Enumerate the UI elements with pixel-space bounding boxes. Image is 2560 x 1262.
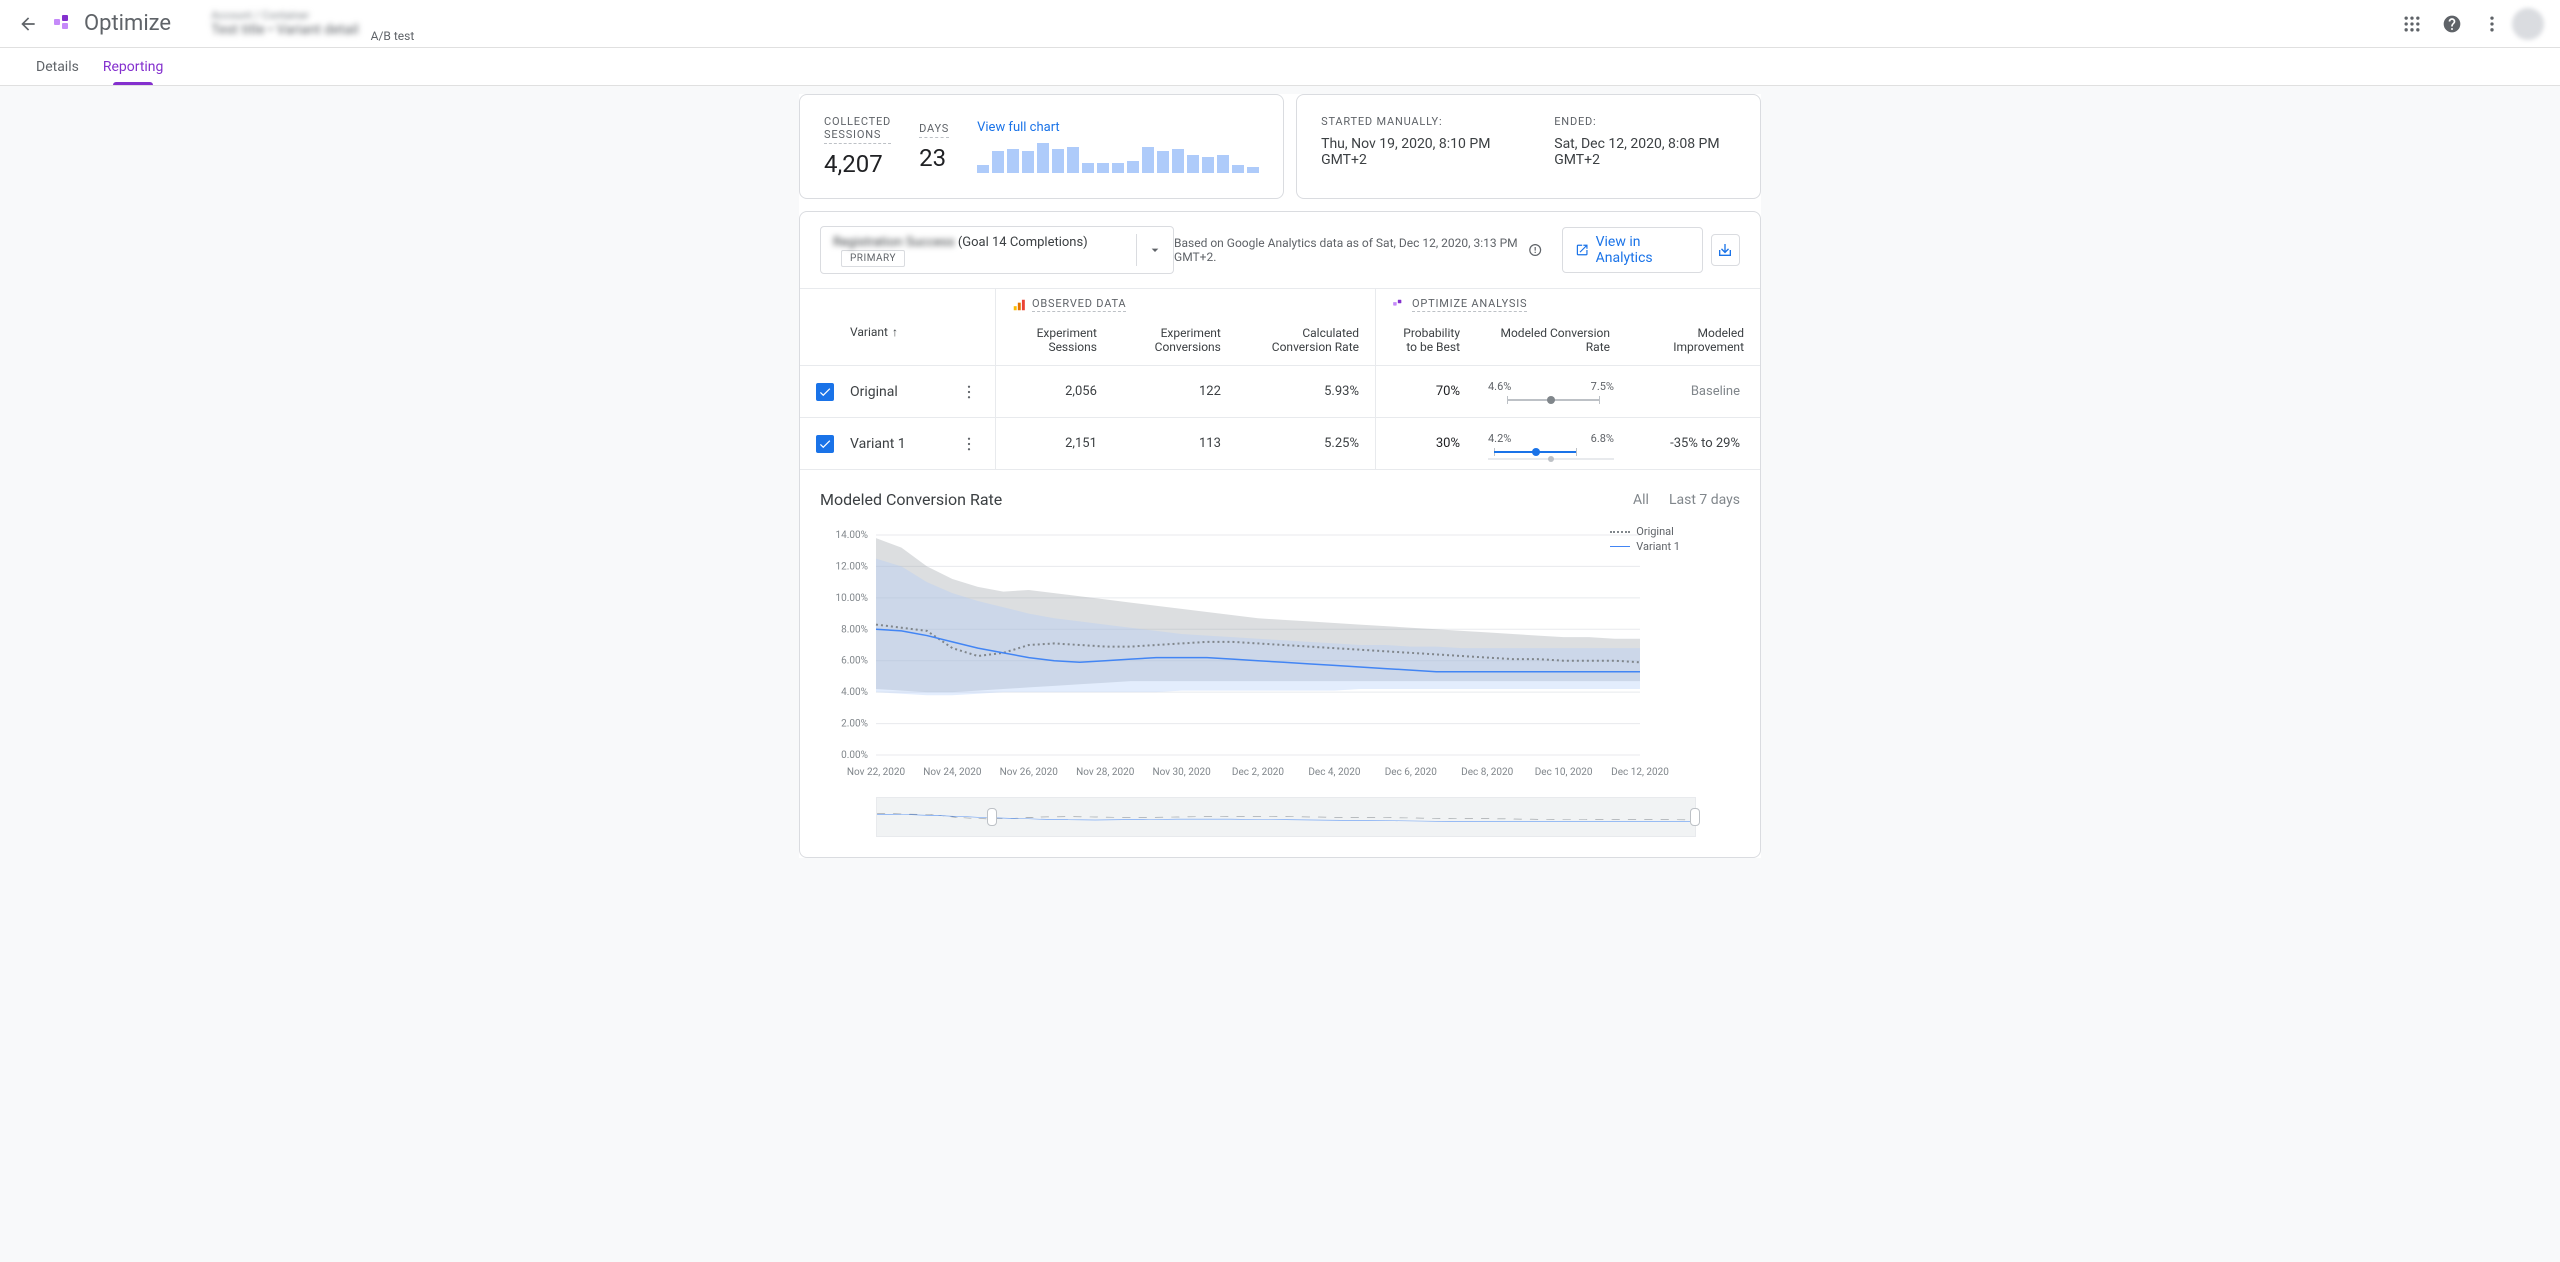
info-icon[interactable]	[1528, 242, 1542, 258]
sessions-card: COLLECTED SESSIONS 4,207 DAYS 23 View fu…	[799, 94, 1284, 199]
days-value: 23	[919, 144, 949, 172]
data-note: Based on Google Analytics data as of Sat…	[1174, 236, 1542, 264]
variant-checkbox[interactable]	[816, 435, 834, 453]
primary-chip: PRIMARY	[841, 250, 905, 267]
conversions-cell: 122	[1113, 366, 1237, 417]
optimize-logo-icon	[52, 12, 76, 36]
help-icon[interactable]	[2432, 4, 2472, 44]
variant-name: Variant 1	[850, 436, 959, 452]
breadcrumb: Account / Container Test title • Variant…	[211, 9, 359, 38]
tab-bar: Details Reporting	[0, 48, 2560, 86]
svg-text:14.00%: 14.00%	[836, 530, 868, 541]
row-more-icon[interactable]	[959, 383, 979, 401]
svg-text:Nov 22, 2020: Nov 22, 2020	[847, 767, 906, 778]
prob-cell: 30%	[1376, 436, 1476, 451]
mini-bar-chart	[977, 141, 1259, 173]
analytics-icon	[1012, 298, 1026, 312]
sessions-cell: 2,056	[996, 366, 1113, 417]
chart-filter-all[interactable]: All	[1633, 492, 1649, 508]
optimize-section-icon	[1392, 298, 1406, 312]
svg-text:Nov 26, 2020: Nov 26, 2020	[1000, 767, 1059, 778]
col-rate[interactable]: Calculated Conversion Rate	[1237, 316, 1375, 365]
range-cell: 4.6%7.5%	[1476, 374, 1626, 409]
svg-text:Dec 2, 2020: Dec 2, 2020	[1232, 767, 1285, 778]
sessions-label: COLLECTED SESSIONS	[824, 115, 891, 144]
svg-text:Dec 6, 2020: Dec 6, 2020	[1385, 767, 1438, 778]
goal-bar: Registration Success (Goal 14 Completion…	[800, 212, 1760, 289]
svg-text:12.00%: 12.00%	[836, 561, 868, 572]
variant-checkbox[interactable]	[816, 383, 834, 401]
range-cell: 4.2%6.8%	[1476, 426, 1626, 461]
conversions-cell: 113	[1113, 418, 1237, 469]
col-prob[interactable]: Probability to be Best	[1376, 316, 1476, 365]
col-improvement[interactable]: Modeled Improvement	[1626, 316, 1760, 365]
sessions-cell: 2,151	[996, 418, 1113, 469]
prob-cell: 70%	[1376, 384, 1476, 399]
svg-text:Nov 30, 2020: Nov 30, 2020	[1152, 767, 1211, 778]
svg-text:Dec 10, 2020: Dec 10, 2020	[1535, 767, 1593, 778]
svg-text:Nov 24, 2020: Nov 24, 2020	[923, 767, 982, 778]
view-in-analytics-button[interactable]: View in Analytics	[1562, 227, 1703, 273]
ended-label: ENDED:	[1554, 115, 1736, 128]
minimap-handle-right[interactable]	[1690, 808, 1700, 826]
chart-filter-last7[interactable]: Last 7 days	[1669, 492, 1740, 508]
days-label: DAYS	[919, 122, 949, 138]
view-full-chart-link[interactable]: View full chart	[977, 120, 1259, 135]
product-name: Optimize	[84, 11, 171, 36]
rate-cell: 5.93%	[1237, 366, 1375, 417]
back-button[interactable]	[16, 12, 40, 36]
variant-header[interactable]: Variant↑	[800, 315, 995, 349]
improvement-cell: Baseline	[1626, 384, 1760, 399]
row-more-icon[interactable]	[959, 435, 979, 453]
table-row: Variant 1 2,151 113 5.25% 30% 4.2%6.8% -…	[800, 418, 1760, 470]
svg-text:Dec 8, 2020: Dec 8, 2020	[1461, 767, 1514, 778]
ended-value: Sat, Dec 12, 2020, 8:08 PM GMT+2	[1554, 136, 1736, 168]
svg-text:0.00%: 0.00%	[841, 750, 868, 761]
col-modeled[interactable]: Modeled Conversion Rate	[1476, 316, 1626, 365]
dates-card: STARTED MANUALLY: Thu, Nov 19, 2020, 8:1…	[1296, 94, 1761, 199]
app-header: Optimize Account / Container Test title …	[0, 0, 2560, 48]
logo-area: Optimize	[52, 11, 171, 36]
minimap-handle-left[interactable]	[987, 808, 997, 826]
svg-text:10.00%: 10.00%	[836, 593, 868, 604]
rate-cell: 5.25%	[1237, 418, 1375, 469]
started-value: Thu, Nov 19, 2020, 8:10 PM GMT+2	[1321, 136, 1506, 168]
goal-dropdown[interactable]	[1136, 234, 1173, 266]
goal-selector: Registration Success (Goal 14 Completion…	[820, 226, 1174, 274]
tab-reporting[interactable]: Reporting	[91, 48, 176, 85]
sessions-value: 4,207	[824, 150, 891, 178]
svg-text:6.00%: 6.00%	[841, 656, 868, 667]
svg-text:4.00%: 4.00%	[841, 687, 868, 698]
svg-text:Nov 28, 2020: Nov 28, 2020	[1076, 767, 1135, 778]
variant-name: Original	[850, 384, 959, 400]
svg-text:8.00%: 8.00%	[841, 624, 868, 635]
tab-details[interactable]: Details	[24, 48, 91, 85]
table-row: Original 2,056 122 5.93% 70% 4.6%7.5% Ba…	[800, 366, 1760, 418]
apps-icon[interactable]	[2392, 4, 2432, 44]
chart-minimap[interactable]	[876, 797, 1696, 837]
chart-title: Modeled Conversion Rate	[820, 490, 1002, 509]
test-type-label: A/B test	[371, 29, 415, 43]
conversion-rate-chart: 0.00% 2.00% 4.00% 6.00% 8.00% 10.00% 12.00% 14.…	[820, 525, 1740, 785]
started-label: STARTED MANUALLY:	[1321, 115, 1506, 128]
svg-text:Dec 12, 2020: Dec 12, 2020	[1611, 767, 1669, 778]
goal-name: Registration Success (Goal 14 Completion…	[821, 227, 1136, 273]
col-sessions[interactable]: Experiment Sessions	[996, 316, 1113, 365]
download-button[interactable]	[1711, 234, 1740, 266]
more-icon[interactable]	[2472, 4, 2512, 44]
svg-text:Dec 4, 2020: Dec 4, 2020	[1308, 767, 1361, 778]
chart-legend: Original Variant 1	[1610, 525, 1680, 555]
col-conversions[interactable]: Experiment Conversions	[1113, 316, 1237, 365]
svg-text:2.00%: 2.00%	[841, 719, 868, 730]
improvement-cell: -35% to 29%	[1626, 436, 1760, 451]
avatar[interactable]	[2512, 8, 2544, 40]
